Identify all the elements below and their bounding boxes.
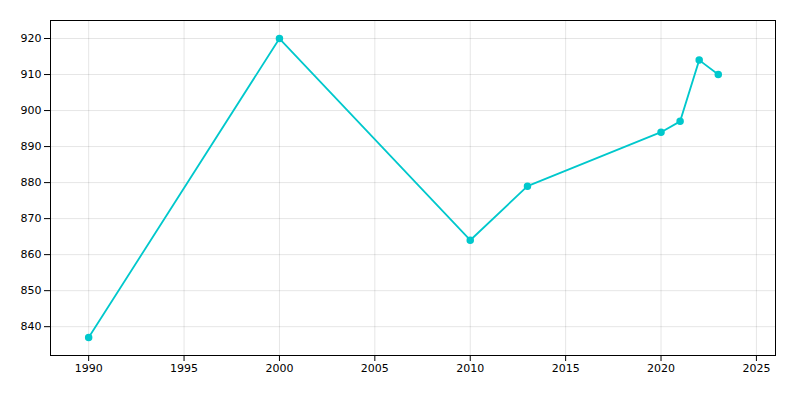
svg-text:890: 890 (21, 140, 42, 153)
svg-text:850: 850 (21, 284, 42, 297)
svg-text:840: 840 (21, 320, 42, 333)
svg-text:1990: 1990 (75, 362, 103, 375)
svg-text:880: 880 (21, 176, 42, 189)
svg-text:910: 910 (21, 68, 42, 81)
svg-text:870: 870 (21, 212, 42, 225)
svg-text:2020: 2020 (647, 362, 675, 375)
svg-text:860: 860 (21, 248, 42, 261)
svg-text:920: 920 (21, 32, 42, 45)
svg-text:2025: 2025 (742, 362, 770, 375)
svg-text:2000: 2000 (265, 362, 293, 375)
svg-text:2010: 2010 (456, 362, 484, 375)
svg-text:900: 900 (21, 104, 42, 117)
svg-text:2015: 2015 (552, 362, 580, 375)
svg-text:2005: 2005 (361, 362, 389, 375)
svg-text:1995: 1995 (170, 362, 198, 375)
